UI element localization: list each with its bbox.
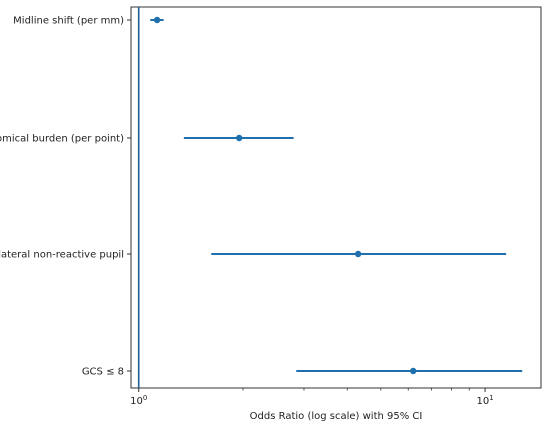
- y-tick-label: Midline shift (per mm): [13, 16, 124, 27]
- x-tick-label: 100: [130, 394, 147, 407]
- plot-frame: [130, 6, 542, 389]
- x-tick-label: 101: [477, 394, 494, 407]
- point-estimate: [235, 134, 243, 142]
- point-estimate: [153, 16, 161, 24]
- point-estimate: [354, 250, 362, 258]
- x-axis: 100 101: [130, 388, 494, 407]
- y-tick-label: Bilateral non-reactive pupil: [0, 250, 124, 261]
- y-tick-label: Anatomical burden (per point): [0, 134, 124, 145]
- x-axis-label: Odds Ratio (log scale) with 95% CI: [250, 411, 423, 422]
- y-axis: Midline shift (per mm) Anatomical burden …: [0, 16, 131, 378]
- y-tick-label: GCS ≤ 8: [82, 367, 124, 378]
- series-layer: [150, 16, 523, 375]
- point-estimate: [409, 367, 417, 375]
